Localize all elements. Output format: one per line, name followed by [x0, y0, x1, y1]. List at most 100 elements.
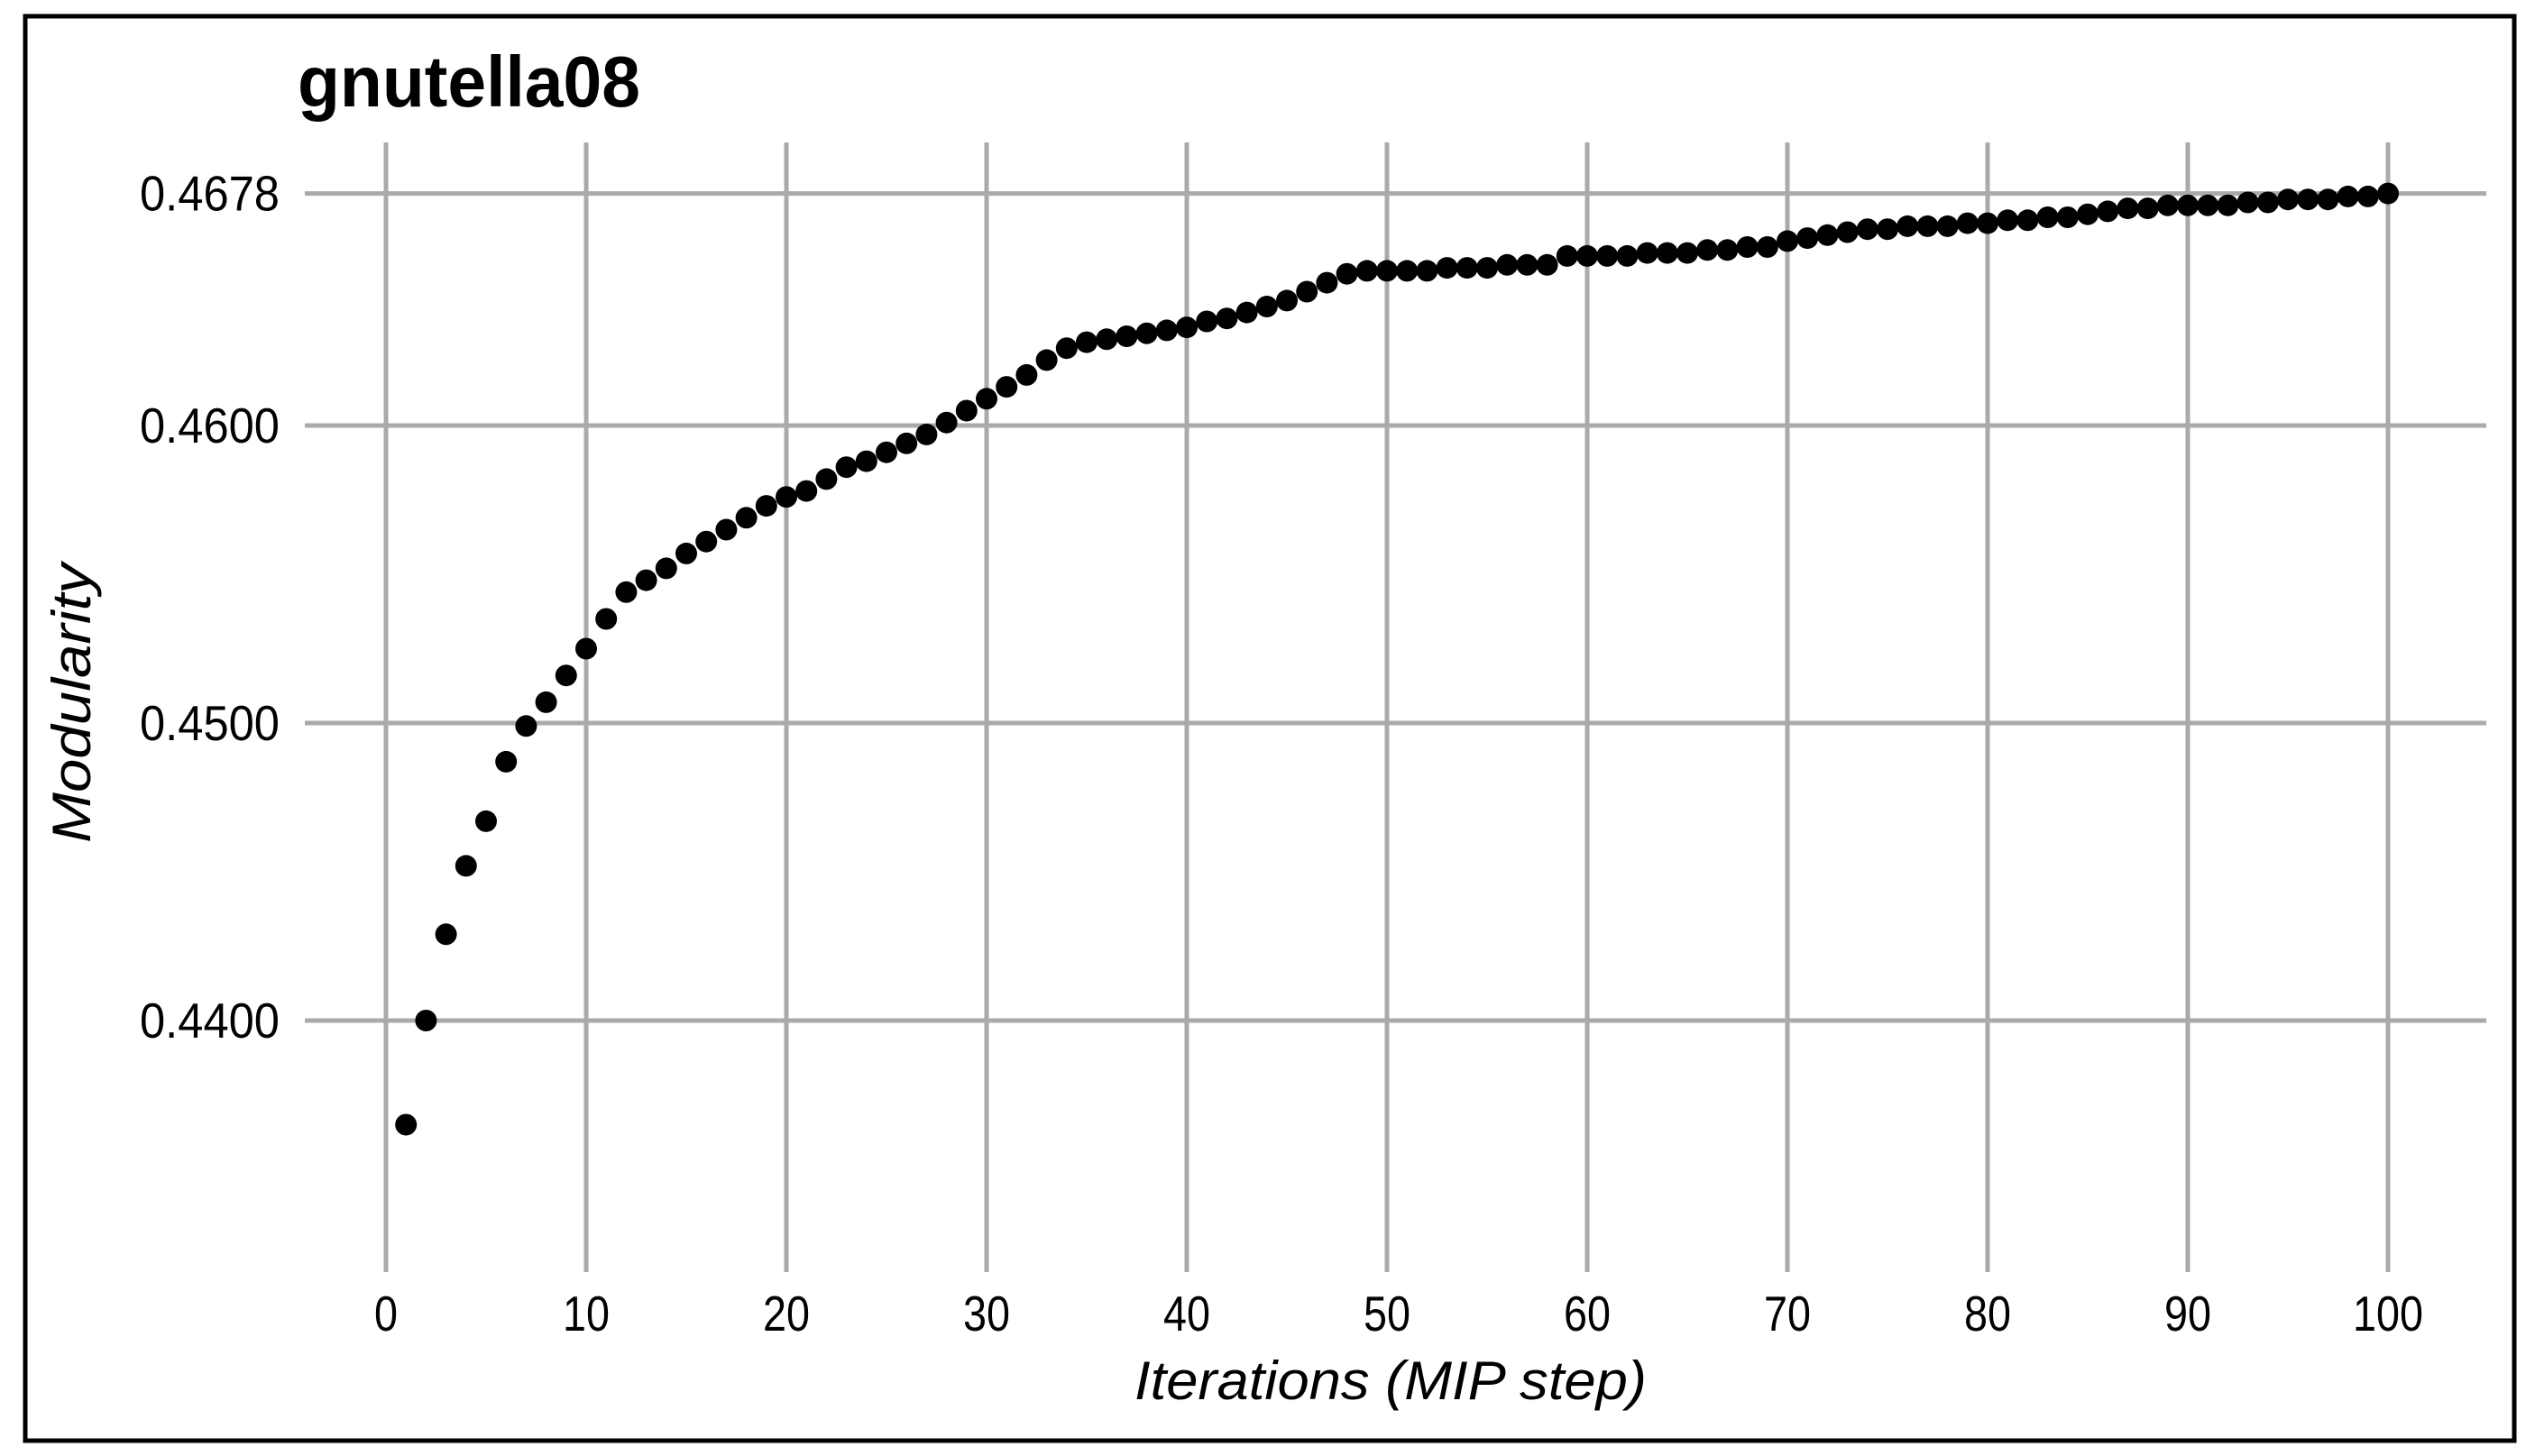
- data-point: [455, 855, 477, 877]
- data-point: [755, 495, 777, 517]
- x-axis-label: Iterations (MIP step): [1134, 1351, 1647, 1411]
- data-point: [1877, 218, 1898, 241]
- data-point: [776, 486, 797, 508]
- data-point: [2097, 200, 2119, 223]
- data-point: [1656, 242, 1678, 264]
- data-point: [395, 1113, 418, 1136]
- data-point: [1076, 331, 1098, 353]
- data-point: [1376, 260, 1398, 282]
- data-point: [1255, 296, 1278, 317]
- data-point: [976, 388, 997, 410]
- data-point: [1155, 319, 1178, 342]
- data-point: [1135, 322, 1158, 344]
- data-point: [1476, 257, 1498, 279]
- data-point: [1536, 253, 1558, 276]
- data-point: [1235, 301, 1258, 324]
- data-point: [2277, 188, 2299, 211]
- data-point: [2136, 197, 2159, 220]
- data-point: [1676, 242, 1698, 264]
- y-tick-label-0.4500: 0.4500: [140, 695, 280, 751]
- figure-border: [23, 14, 2517, 1443]
- data-point: [575, 637, 597, 660]
- data-point: [535, 691, 557, 713]
- data-point: [2317, 188, 2339, 211]
- data-point: [495, 750, 518, 773]
- data-point: [1196, 310, 1218, 333]
- x-tick-label-10: 10: [563, 1286, 610, 1342]
- data-point: [2377, 182, 2399, 205]
- data-point: [1355, 260, 1378, 282]
- data-point: [2117, 197, 2139, 220]
- y-tick-label-0.4600: 0.4600: [140, 398, 280, 453]
- data-point: [935, 411, 958, 434]
- data-point: [595, 608, 618, 630]
- data-point: [876, 441, 897, 463]
- data-point: [2217, 194, 2239, 216]
- data-point: [996, 376, 1018, 398]
- y-tick-label-0.4678: 0.4678: [140, 166, 280, 222]
- data-point: [1096, 328, 1118, 351]
- data-point: [1796, 227, 1819, 250]
- data-point: [2356, 185, 2379, 207]
- data-point: [1836, 221, 1859, 243]
- data-point: [2016, 209, 2039, 232]
- data-point: [1296, 280, 1318, 303]
- data-point: [635, 569, 657, 591]
- x-tick-label-0: 0: [374, 1286, 398, 1342]
- data-point: [2056, 206, 2079, 228]
- data-point: [1055, 337, 1078, 360]
- data-point: [1035, 349, 1058, 371]
- data-point: [2197, 194, 2219, 216]
- data-point: [896, 432, 918, 454]
- data-point: [1736, 236, 1759, 258]
- data-point: [655, 557, 677, 580]
- data-point: [1336, 262, 1358, 285]
- data-point: [915, 423, 938, 445]
- data-point: [1456, 257, 1478, 279]
- x-tick-label-80: 80: [1964, 1286, 2011, 1342]
- data-point: [475, 810, 497, 832]
- data-point: [1116, 325, 1138, 347]
- data-point: [795, 480, 818, 502]
- data-point: [1496, 253, 1519, 276]
- x-tick-label-70: 70: [1764, 1286, 1811, 1342]
- data-point: [1596, 244, 1619, 267]
- data-point: [1756, 236, 1778, 258]
- data-point: [815, 468, 838, 490]
- data-point: [1015, 363, 1038, 386]
- data-point: [695, 530, 718, 553]
- data-point: [1176, 316, 1198, 339]
- y-axis-label: Modularity: [41, 560, 102, 843]
- x-tick-labels-group: 0 10 20 30 40 50 60 70 80 90 100: [374, 1286, 2423, 1342]
- x-tick-label-60: 60: [1564, 1286, 1611, 1342]
- data-point: [1316, 271, 1338, 294]
- data-point: [835, 456, 858, 479]
- data-point: [2337, 185, 2359, 207]
- data-point: [2077, 203, 2099, 225]
- data-points-group: [395, 182, 2399, 1136]
- data-point: [1956, 212, 1979, 234]
- data-point: [415, 1010, 437, 1031]
- data-point: [435, 923, 457, 946]
- data-point: [2236, 191, 2259, 214]
- data-point: [1716, 239, 1739, 261]
- x-tick-label-100: 100: [2353, 1286, 2423, 1342]
- data-point: [1696, 239, 1719, 261]
- data-point: [2156, 194, 2179, 216]
- data-point: [1816, 224, 1839, 246]
- data-point: [1616, 244, 1639, 267]
- data-point: [2256, 191, 2279, 214]
- data-point: [1516, 253, 1538, 276]
- data-point: [1916, 215, 1939, 237]
- data-point: [515, 715, 537, 737]
- data-point: [1416, 260, 1438, 282]
- x-tick-label-40: 40: [1163, 1286, 1210, 1342]
- data-point: [1997, 209, 2019, 232]
- data-point: [1856, 218, 1878, 241]
- chart-title: gnutella08: [298, 41, 640, 122]
- data-point: [1576, 244, 1598, 267]
- x-tick-label-50: 50: [1364, 1286, 1410, 1342]
- data-point: [2036, 206, 2059, 228]
